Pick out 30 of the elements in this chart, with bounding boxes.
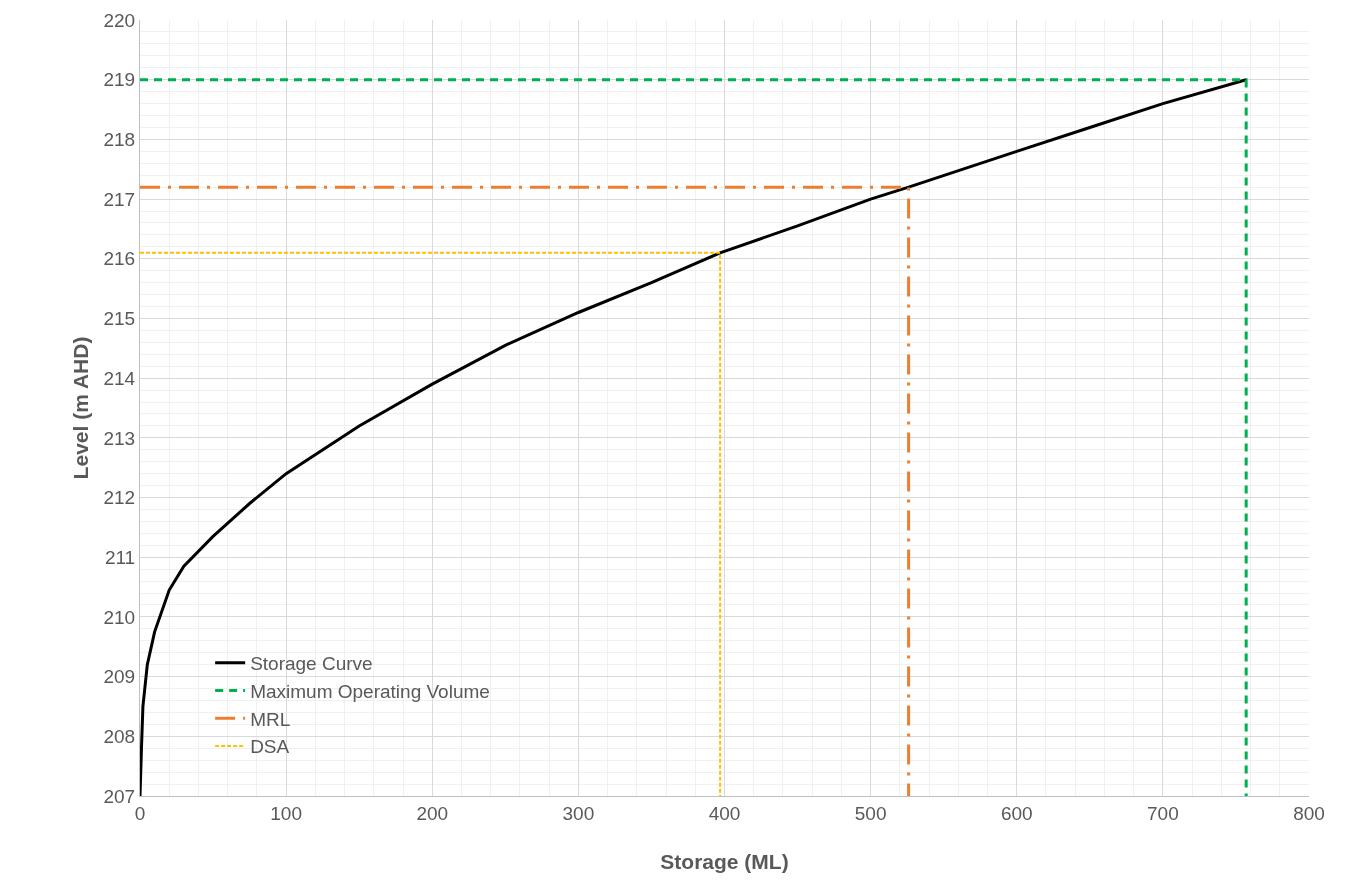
y-tick-label: 219 (103, 69, 136, 91)
legend-label: MRL (250, 708, 291, 730)
y-tick-label: 214 (103, 367, 136, 389)
y-tick-label: 218 (103, 129, 136, 151)
x-tick-label: 500 (854, 802, 887, 824)
y-tick-label: 208 (103, 725, 136, 747)
legend-label: Storage Curve (250, 653, 373, 675)
x-tick-label: 800 (1293, 802, 1325, 824)
y-tick-label: 210 (103, 606, 136, 628)
y-tick-label: 207 (103, 785, 136, 807)
legend-label: DSA (250, 736, 290, 758)
y-tick-label: 209 (103, 666, 136, 688)
x-tick-label: 400 (708, 802, 741, 824)
y-tick-label: 216 (103, 248, 136, 270)
y-tick-label: 212 (103, 487, 136, 509)
x-tick-label: 100 (270, 802, 302, 824)
x-tick-label: 300 (562, 802, 595, 824)
legend-label: Maximum Operating Volume (250, 680, 490, 702)
y-tick-label: 220 (103, 9, 136, 31)
line-series (140, 78, 1248, 796)
y-tick-label: 217 (103, 188, 136, 210)
x-axis-title: Storage (ML) (660, 850, 789, 873)
y-tick-label: 211 (104, 546, 136, 568)
y-tick-label: 213 (103, 427, 136, 449)
x-tick-label: 200 (416, 802, 449, 824)
x-tick-label: 700 (1147, 802, 1179, 824)
y-tick-label: 215 (103, 308, 136, 330)
x-tick-label: 600 (1000, 802, 1033, 824)
x-tick-label: 0 (134, 802, 146, 824)
y-axis-title: Level (m AHD) (69, 336, 92, 480)
